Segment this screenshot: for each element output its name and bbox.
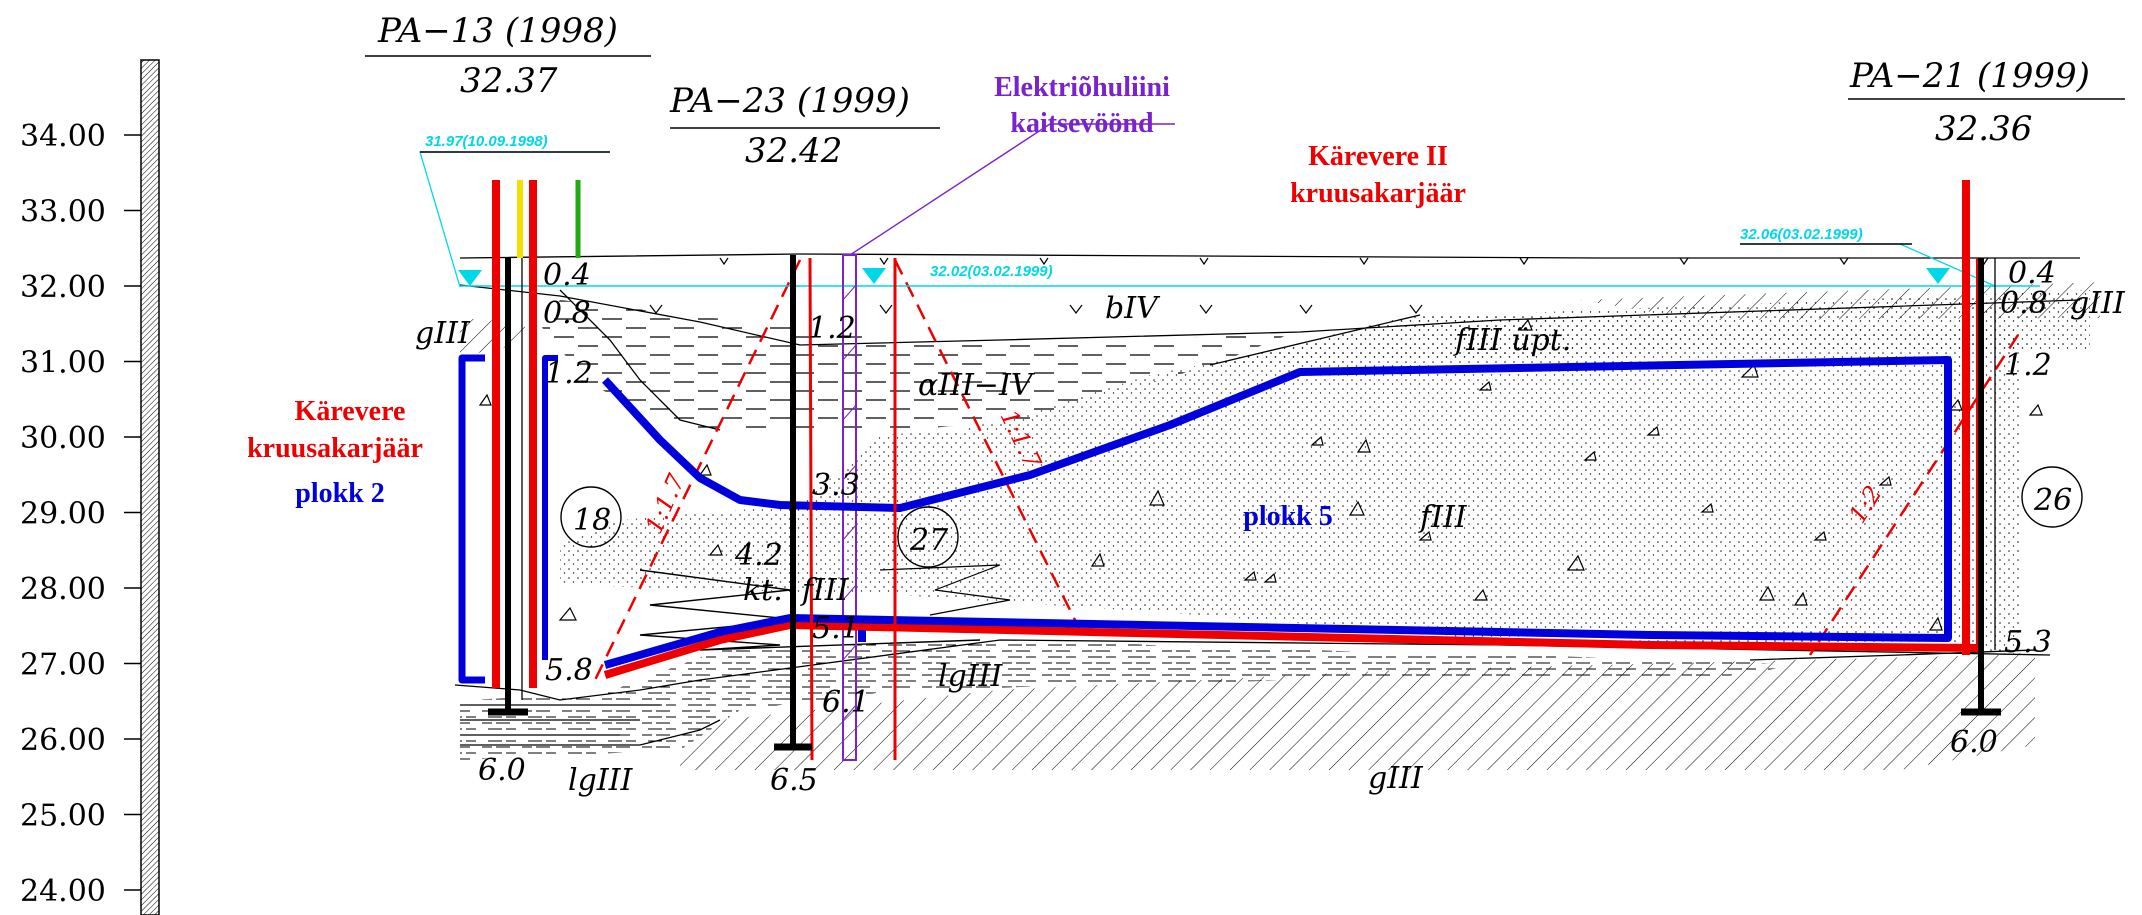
circle-26: 26 — [2033, 483, 2072, 518]
circle-27: 27 — [909, 523, 949, 558]
block2-label: plokk 2 — [295, 478, 385, 509]
powerline-label-1: Elektriõhuliini — [994, 72, 1170, 103]
depth-pa13-2: 1.2 — [545, 356, 593, 391]
water-marker-pa21 — [1926, 268, 1950, 284]
water-pa23: 32.02(03.02.1999) — [930, 263, 1053, 280]
depth-pa23-3: 5.1 — [812, 611, 860, 646]
pa21-elevation: 32.36 — [1935, 109, 2032, 149]
quarry1-label-1: Kärevere — [295, 396, 406, 427]
depth-pa21-2: 1.2 — [2004, 348, 2052, 383]
quarry1-label-2: kruusakarjäär — [247, 433, 423, 464]
water-marker-pa23 — [862, 268, 886, 284]
kt-zigzag-2 — [879, 564, 1011, 616]
geo-lgIII-a: lgIII — [938, 659, 1004, 694]
depth-pa23-2: 4.2 — [734, 538, 783, 573]
borehole-header-lines — [365, 55, 2125, 245]
depth-pa23-0: 1.2 — [808, 311, 856, 346]
depth-pa13-0: 0.4 — [543, 258, 591, 293]
depth-pa21-4: 6.0 — [1950, 725, 1998, 760]
elevation-tick-label: 27.00 — [20, 648, 106, 683]
elevation-ticks: 34.00 33.00 32.00 31.00 30.00 29.00 28.00 27.00… — [20, 119, 141, 909]
layer-gIII — [680, 652, 2035, 770]
depth-pa23-1: 3.3 — [812, 468, 860, 503]
depth-pa13-3: 5.8 — [545, 653, 593, 688]
water-marker-pa13 — [458, 270, 482, 286]
elevation-scale: 34.00 33.00 32.00 31.00 30.00 29.00 28.00 27.00… — [20, 59, 160, 915]
geo-gIII-right: gIII — [2070, 286, 2126, 321]
geo-fIII-upt: fIII üpt. — [1453, 323, 1571, 358]
water-pa21: 32.06(03.02.1999) — [1740, 226, 1863, 243]
elevation-tick-label: 26.00 — [20, 723, 106, 758]
section-markers — [560, 466, 2083, 568]
geo-gIII-left: gIII — [415, 316, 471, 351]
block5-label: plokk 5 — [1243, 501, 1333, 532]
powerline-label-2: kaitsevöönd — [1010, 108, 1154, 139]
boreholes — [488, 255, 2001, 751]
pa23-name: PA−23 (1999) — [669, 81, 910, 121]
extraction-limit — [458, 180, 1984, 761]
elevation-tick-label: 31.00 — [20, 346, 106, 381]
elevation-tick-label: 34.00 — [20, 119, 106, 154]
ground-surface-marks — [649, 257, 1989, 314]
layer-fIII-dotted — [560, 315, 2020, 655]
depth-pa23-4: 6.1 — [822, 685, 870, 720]
pa21-name: PA−21 (1999) — [1849, 56, 2090, 96]
depth-pa21-3: 5.3 — [2004, 625, 2052, 660]
elevation-tick-label: 29.00 — [20, 497, 106, 532]
elevation-tick-label: 24.00 — [20, 874, 106, 909]
elevation-tick-label: 28.00 — [20, 572, 106, 607]
geo-fIII: fIII — [1418, 500, 1468, 535]
elevation-tick-label: 32.00 — [20, 270, 106, 305]
geo-aIII-IV: αIII−IV — [918, 368, 1036, 403]
geo-kt-fIII: kt. fIII — [743, 573, 850, 608]
quarry2-label-2: kruusakarjäär — [1290, 178, 1466, 209]
quarry2-label-1: Kärevere II — [1308, 141, 1448, 172]
geo-bIV: bIV — [1105, 291, 1161, 326]
depth-pa13-1: 0.8 — [543, 296, 591, 331]
geo-gIII-bottom: gIII — [1368, 761, 1424, 796]
elevation-tick-label: 25.00 — [20, 799, 106, 834]
layer-boundaries — [454, 253, 2081, 746]
circle-18: 18 — [573, 503, 611, 538]
depth-pa13-4: 6.0 — [478, 753, 526, 788]
pa13-name: PA−13 (1998) — [377, 11, 618, 51]
pa13-elevation: 32.37 — [460, 61, 558, 101]
groundwater-level — [419, 151, 2040, 288]
layer-aIII-IV — [540, 300, 1300, 432]
depth-pa23-5: 6.5 — [770, 763, 818, 798]
kt-zigzag — [639, 569, 981, 651]
soil-layers — [460, 282, 2100, 770]
elevation-tick-label: 33.00 — [20, 195, 106, 230]
depth-pa21-0: 0.4 — [2008, 256, 2056, 291]
pa23-elevation: 32.42 — [745, 131, 842, 171]
depth-pa21-1: 0.8 — [2000, 286, 2048, 321]
geo-lgIII-b: lgIII — [568, 763, 634, 798]
gravel-symbols — [478, 318, 2043, 631]
water-pa13: 31.97(10.09.1998) — [425, 133, 548, 150]
elevation-tick-label: 30.00 — [20, 421, 106, 456]
